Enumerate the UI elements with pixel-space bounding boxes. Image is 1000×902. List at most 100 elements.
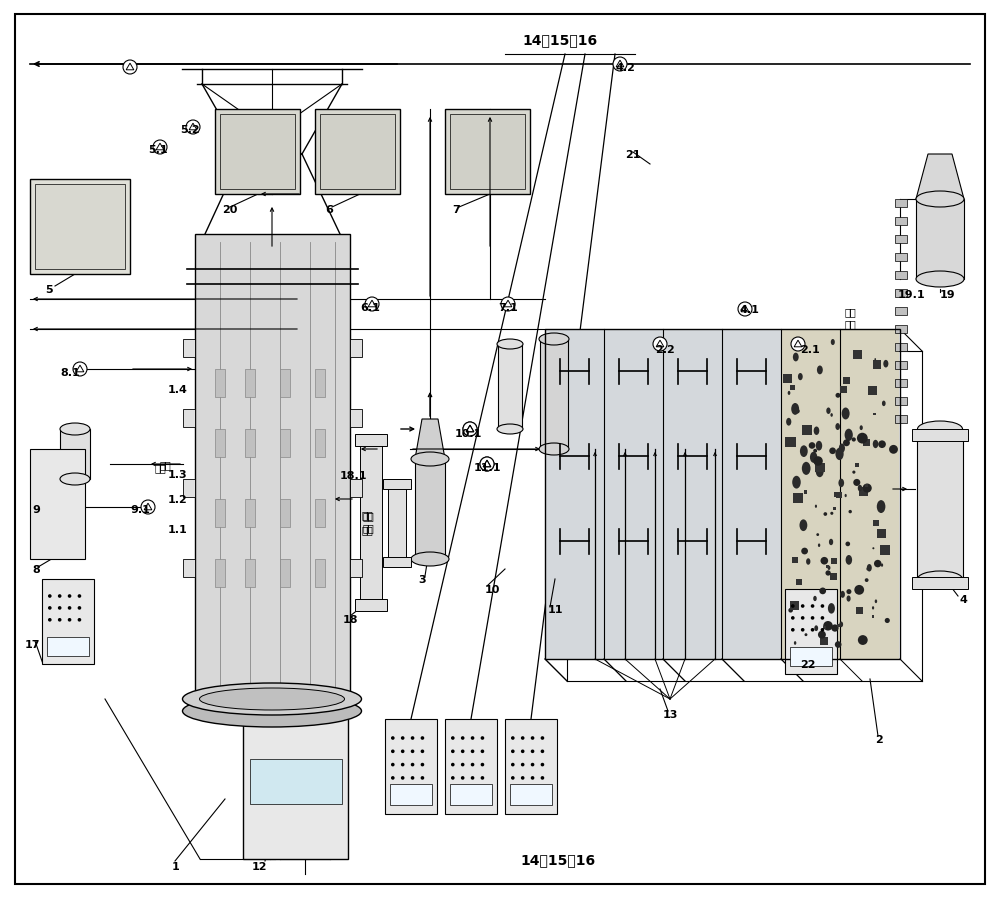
Bar (350, 340, 362, 357)
Ellipse shape (830, 414, 833, 418)
Ellipse shape (835, 448, 844, 461)
Bar (250, 759, 342, 804)
Ellipse shape (840, 591, 845, 598)
Circle shape (613, 58, 627, 72)
Circle shape (481, 736, 484, 740)
Ellipse shape (497, 425, 523, 435)
Bar (245, 429, 255, 457)
Bar (796, 580, 802, 585)
Bar (895, 362, 907, 370)
Circle shape (821, 604, 824, 608)
Bar (280, 429, 290, 457)
Ellipse shape (814, 427, 819, 436)
Bar (877, 529, 886, 538)
Bar (243, 695, 348, 859)
Ellipse shape (828, 603, 835, 614)
Text: 7.1: 7.1 (498, 303, 518, 313)
Bar (853, 350, 862, 359)
Circle shape (463, 422, 477, 437)
Circle shape (795, 410, 800, 414)
Circle shape (401, 736, 405, 740)
Circle shape (78, 606, 81, 610)
Ellipse shape (847, 596, 851, 602)
Ellipse shape (802, 463, 811, 475)
Circle shape (541, 777, 544, 780)
Circle shape (68, 606, 71, 610)
Circle shape (825, 571, 831, 576)
Bar (792, 557, 798, 563)
Bar (868, 387, 877, 396)
Bar (790, 647, 832, 666)
Circle shape (411, 777, 414, 780)
Text: 10.1: 10.1 (455, 428, 482, 438)
Ellipse shape (918, 571, 962, 587)
Circle shape (863, 484, 872, 493)
Circle shape (819, 588, 826, 594)
Bar (183, 340, 195, 357)
Ellipse shape (826, 408, 831, 415)
Circle shape (791, 337, 805, 352)
Ellipse shape (846, 556, 852, 566)
Circle shape (811, 629, 814, 632)
Ellipse shape (918, 421, 962, 437)
Circle shape (58, 594, 62, 598)
Bar (872, 615, 874, 618)
Bar (785, 589, 837, 675)
Circle shape (521, 736, 524, 740)
Bar (823, 626, 826, 630)
Bar (545, 329, 900, 659)
Text: 5.1: 5.1 (148, 145, 168, 155)
Circle shape (68, 618, 71, 622)
Bar (315, 559, 325, 587)
Ellipse shape (183, 695, 362, 727)
Polygon shape (415, 419, 445, 459)
Circle shape (451, 777, 455, 780)
Bar (790, 601, 799, 611)
Circle shape (821, 629, 824, 632)
Circle shape (401, 750, 405, 753)
Ellipse shape (916, 272, 964, 288)
Bar (895, 217, 907, 226)
Ellipse shape (411, 552, 449, 566)
Circle shape (481, 750, 484, 753)
Bar (315, 110, 400, 195)
Bar (826, 565, 829, 568)
Bar (350, 410, 362, 428)
Bar (917, 429, 963, 579)
Text: 8: 8 (32, 565, 40, 575)
Circle shape (391, 763, 395, 767)
Bar (895, 235, 907, 244)
Bar (916, 199, 964, 280)
Ellipse shape (799, 520, 807, 531)
Bar (895, 290, 907, 298)
Bar (183, 480, 195, 497)
Bar (895, 272, 907, 280)
Bar (320, 115, 395, 189)
Bar (215, 429, 225, 457)
Ellipse shape (860, 426, 863, 430)
Text: 11: 11 (548, 604, 564, 614)
Circle shape (401, 777, 405, 780)
Bar (873, 520, 879, 526)
Bar (415, 459, 445, 559)
Circle shape (830, 512, 833, 515)
Ellipse shape (866, 568, 868, 571)
Text: 11.1: 11.1 (474, 463, 502, 473)
Circle shape (823, 621, 833, 630)
Bar (245, 559, 255, 587)
Text: 9.1: 9.1 (130, 504, 150, 514)
Circle shape (471, 763, 474, 767)
Circle shape (461, 750, 465, 753)
Bar (912, 429, 968, 441)
Bar (815, 451, 817, 453)
Circle shape (153, 141, 167, 155)
Bar (873, 361, 881, 370)
Circle shape (511, 777, 515, 780)
Circle shape (481, 763, 484, 767)
Circle shape (531, 763, 534, 767)
Bar (383, 557, 411, 567)
Bar (912, 577, 968, 589)
Ellipse shape (872, 606, 874, 610)
Ellipse shape (793, 354, 799, 362)
Text: 17: 17 (25, 640, 41, 649)
